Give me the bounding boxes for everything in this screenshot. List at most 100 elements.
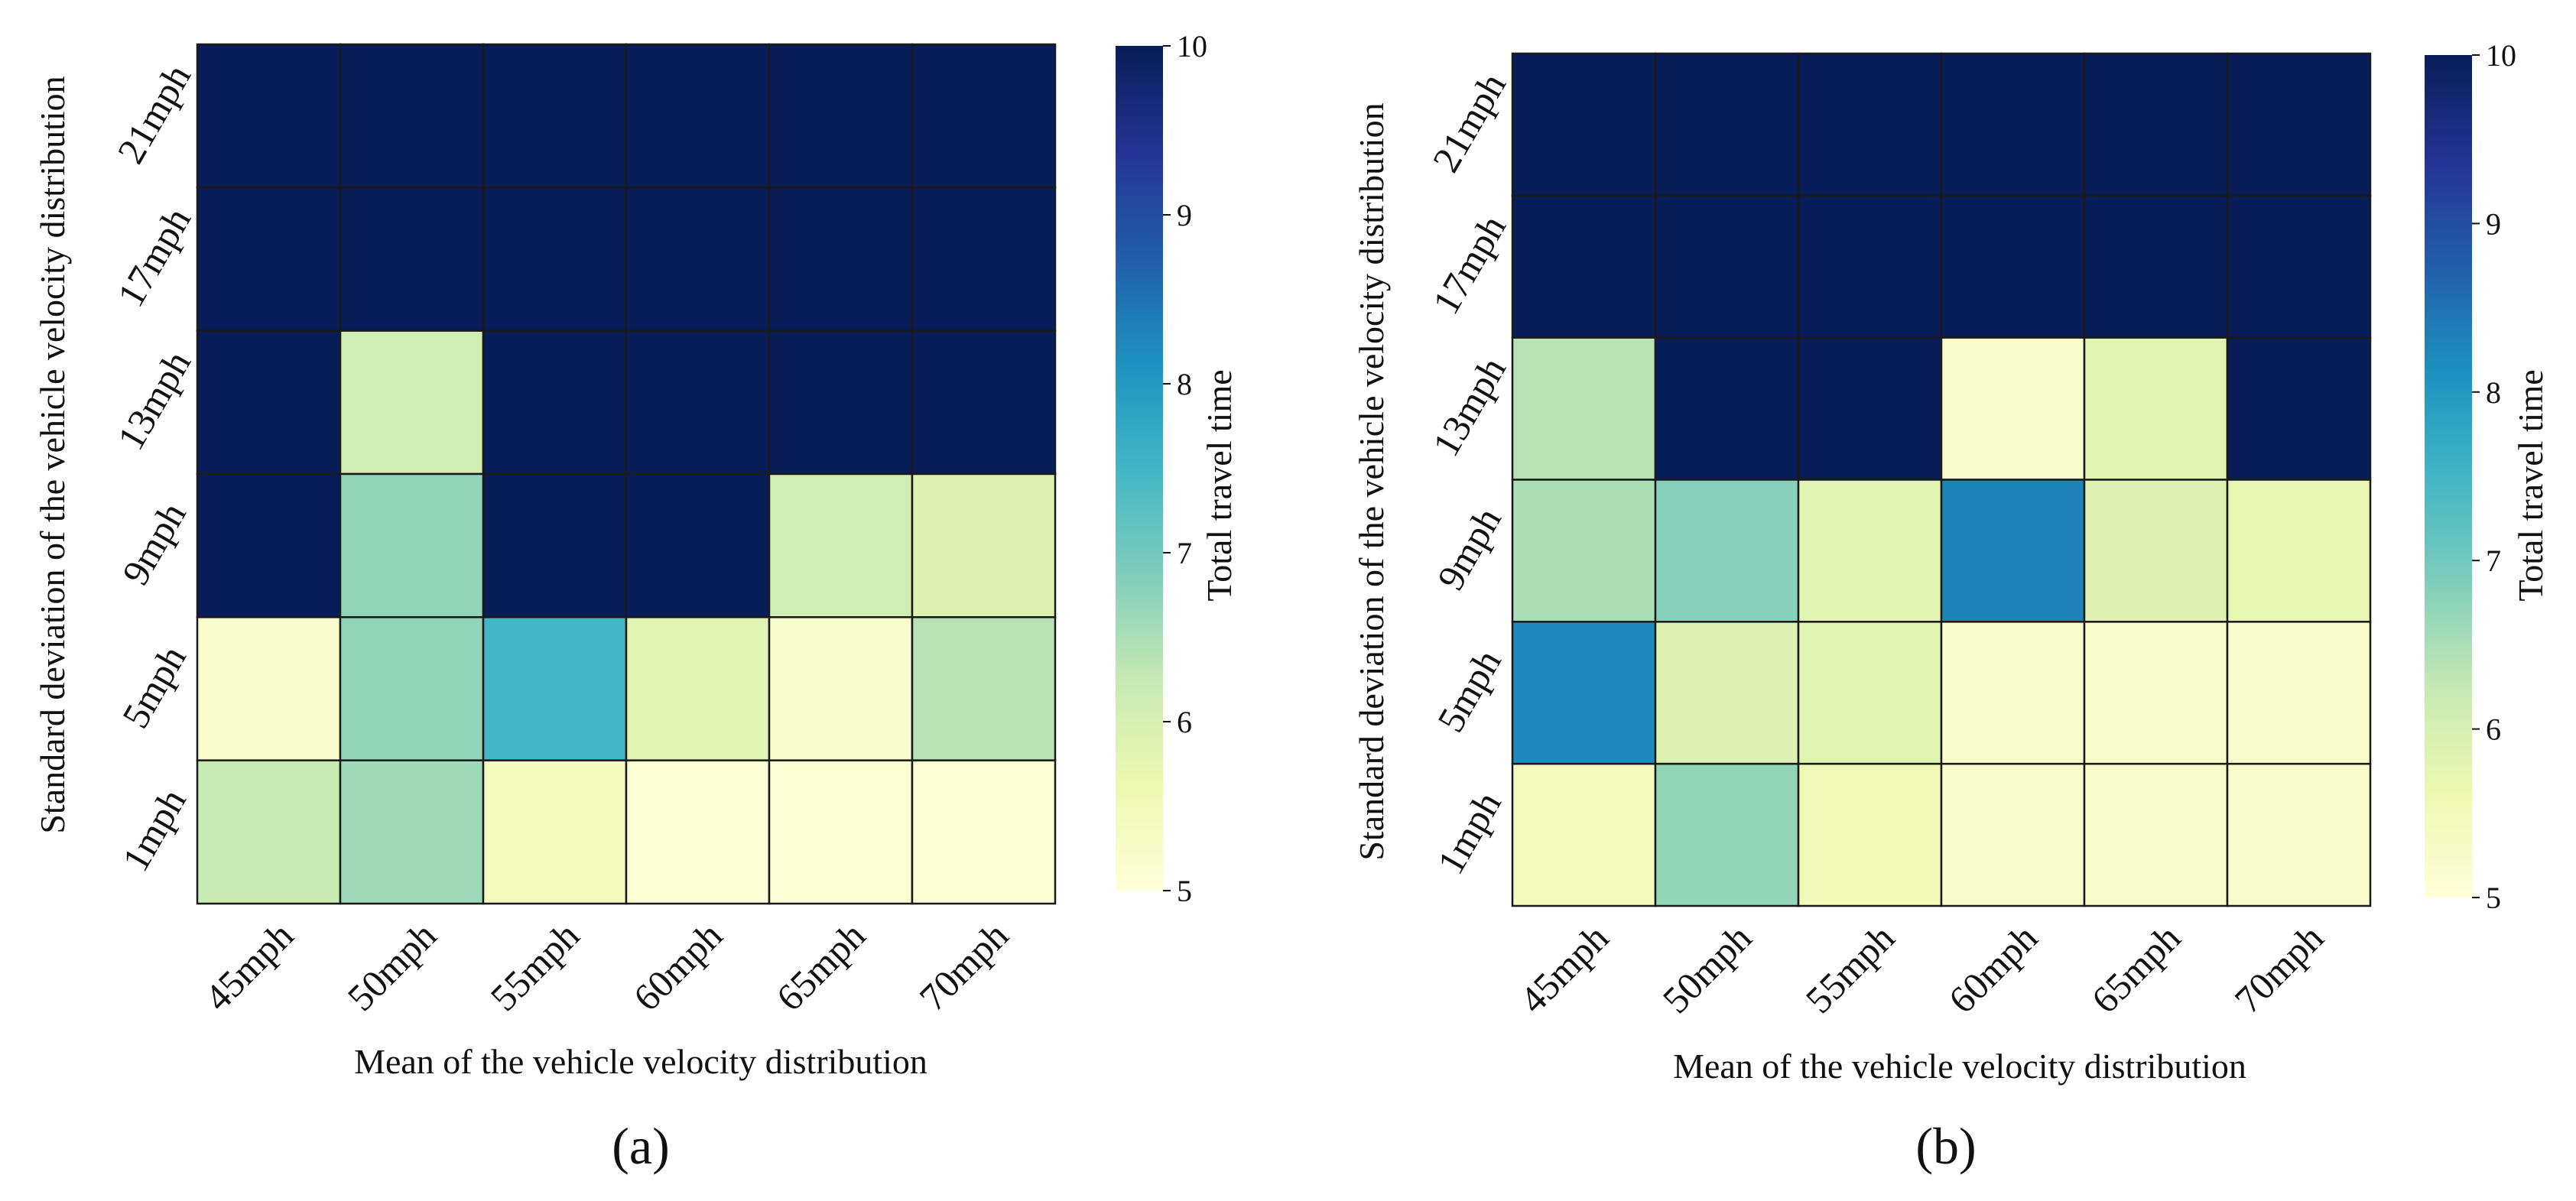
heatmap-a-x-tick-label: 55mph <box>482 914 587 1019</box>
panel-label-a: (a) <box>612 1117 669 1175</box>
heatmap-b-x-tick-label: 50mph <box>1654 916 1759 1021</box>
heatmap-a-cell-r2-c1 <box>339 329 485 476</box>
heatmap-b-cell-r2-c2 <box>1797 336 1943 481</box>
heatmap-a-cell-r4-c3 <box>625 616 771 761</box>
heatmap-a-colorbar-tick-label: 5 <box>1177 874 1192 908</box>
heatmap-b-cell-r5-c5 <box>2226 762 2372 907</box>
heatmap-b-cell-r3-c4 <box>2083 479 2229 623</box>
heatmap-b-colorbar-tick-label: 10 <box>2486 38 2516 73</box>
heatmap-a-cell-r3-c4 <box>768 472 914 618</box>
heatmap-a-y-tick-label: 1mph <box>113 781 193 878</box>
heatmap-a-cell-r1-c1 <box>339 187 485 332</box>
heatmap-b-cell-r1-c5 <box>2226 194 2372 339</box>
heatmap-b-cell-r3-c0 <box>1511 479 1657 623</box>
heatmap-a-y-ticks: 21mph 17mph 13mph 9mph 5mph 1mph <box>109 57 199 878</box>
heatmap-a-cell-r2-c2 <box>482 329 628 476</box>
heatmap-a-x-tick-label: 45mph <box>196 914 301 1019</box>
heatmap-a-cells <box>196 43 1057 905</box>
heatmap-a-cell-r5-c2 <box>482 759 628 905</box>
heatmap-a-y-tick-label: 13mph <box>109 343 199 456</box>
heatmap-a-cell-r5-c1 <box>339 759 485 905</box>
heatmap-a-x-tick-label: 65mph <box>768 914 873 1019</box>
heatmap-a-cell-r3-c3 <box>625 472 771 618</box>
heatmap-b-cell-r0-c2 <box>1797 52 1943 197</box>
heatmap-b-cell-r4-c1 <box>1654 621 1800 765</box>
heatmap-a-cell-r3-c1 <box>339 472 485 618</box>
heatmap-a-cell-r0-c2 <box>482 43 628 189</box>
heatmap-a-x-tick-label: 60mph <box>625 914 730 1019</box>
heatmap-b-colorbar-tick-label: 6 <box>2486 712 2501 747</box>
heatmap-a-colorbar-tick-label: 8 <box>1177 367 1192 401</box>
heatmap-a-colorbar-ticks: 5 6 7 8 9 10 <box>1163 29 1207 908</box>
heatmap-panel-a: 45mph 50mph 55mph 60mph 65mph 70mph 21mph17mp… <box>33 29 1239 1175</box>
heatmap-b-cell-r4-c4 <box>2083 621 2229 765</box>
heatmap-a-y-tick-label: 21mph <box>109 57 199 170</box>
heatmap-a-colorbar-tick-label: 6 <box>1177 705 1192 739</box>
heatmap-a-cell-r2-c3 <box>625 329 771 476</box>
heatmap-a-cell-r3-c5 <box>911 472 1057 618</box>
heatmap-a-cell-r2-c4 <box>768 329 914 476</box>
heatmap-b-cell-r5-c4 <box>2083 762 2229 907</box>
heatmap-b-cell-r5-c3 <box>1940 762 2086 907</box>
heatmap-a-cell-r4-c1 <box>339 616 485 761</box>
heatmap-b-colorbar-label: Total travel time <box>2511 369 2550 601</box>
heatmap-b-x-tick-label: 70mph <box>2226 916 2331 1021</box>
heatmap-a-cell-r3-c0 <box>196 472 342 618</box>
heatmap-b-cell-r0-c0 <box>1511 52 1657 197</box>
heatmap-b-y-tick-label: 1mph <box>1428 784 1509 881</box>
heatmap-a-x-tick-label: 50mph <box>339 914 444 1019</box>
heatmap-b-cell-r3-c2 <box>1797 479 1943 623</box>
heatmap-b-cell-r2-c4 <box>2083 336 2229 481</box>
heatmap-b-colorbar-ticks: 5 6 7 8 9 10 <box>2472 38 2516 915</box>
heatmap-b-y-axis-label: Standard deviation of the vehicle veloci… <box>1352 102 1391 860</box>
heatmap-b-cell-r5-c2 <box>1797 762 1943 907</box>
heatmap-a-cell-r0-c3 <box>625 43 771 189</box>
heatmap-a-cell-r4-c0 <box>196 616 342 761</box>
heatmap-b-cell-r1-c3 <box>1940 194 2086 339</box>
heatmap-a-x-tick-label: 70mph <box>911 914 1016 1019</box>
heatmap-a-cell-r0-c5 <box>911 43 1057 189</box>
heatmap-a-cell-r0-c1 <box>339 43 485 189</box>
heatmap-b-cell-r1-c2 <box>1797 194 1943 339</box>
heatmap-b-cell-r3-c5 <box>2226 479 2372 623</box>
heatmap-a-cell-r0-c0 <box>196 43 342 189</box>
heatmap-b-colorbar-tick-label: 5 <box>2486 881 2501 915</box>
heatmap-a-cell-r5-c0 <box>196 759 342 905</box>
heatmap-b-cell-r0-c5 <box>2226 52 2372 197</box>
heatmap-b-cell-r0-c3 <box>1940 52 2086 197</box>
heatmap-b-cell-r1-c0 <box>1511 194 1657 339</box>
heatmap-b-cell-r2-c1 <box>1654 336 1800 481</box>
heatmap-b-cell-r1-c1 <box>1654 194 1800 339</box>
heatmap-a-cell-r5-c3 <box>625 759 771 905</box>
heatmap-a-y-tick-label: 17mph <box>109 200 199 313</box>
heatmap-b-cell-r0-c4 <box>2083 52 2229 197</box>
heatmap-a-colorbar-label: Total travel time <box>1200 369 1239 601</box>
heatmap-a-colorbar-tick-label: 7 <box>1177 536 1192 570</box>
heatmap-a-cell-r4-c4 <box>768 616 914 761</box>
heatmap-b-y-tick-label: 17mph <box>1424 208 1514 321</box>
heatmap-b-x-axis-label: Mean of the vehicle velocity distributio… <box>1673 1047 2246 1086</box>
heatmap-a-cell-r0-c4 <box>768 43 914 189</box>
heatmap-a-y-tick-label: 9mph <box>113 495 193 592</box>
heatmap-a-cell-r5-c5 <box>911 759 1057 905</box>
heatmap-b-x-tick-label: 65mph <box>2083 916 2188 1021</box>
heatmap-b-cell-r2-c3 <box>1940 336 2086 481</box>
heatmap-b-cell-r4-c3 <box>1940 621 2086 765</box>
heatmap-b-colorbar-tick-label: 9 <box>2486 206 2501 241</box>
heatmap-a-cell-r4-c5 <box>911 616 1057 761</box>
heatmap-a-cell-r1-c0 <box>196 187 342 332</box>
heatmap-b-cell-r1-c4 <box>2083 194 2229 339</box>
heatmap-a-y-tick-label: 5mph <box>113 638 193 735</box>
heatmap-a-cell-r1-c4 <box>768 187 914 332</box>
heatmap-a-cell-r5-c4 <box>768 759 914 905</box>
heatmap-b-x-tick-label: 55mph <box>1797 916 1902 1021</box>
heatmap-b-cell-r3-c1 <box>1654 479 1800 623</box>
heatmap-b-y-tick-label: 21mph <box>1424 66 1514 179</box>
heatmap-b-cell-r3-c3 <box>1940 479 2086 623</box>
heatmap-a-cell-r2-c0 <box>196 329 342 476</box>
heatmap-b-cell-r0-c1 <box>1654 52 1800 197</box>
heatmap-a-cell-r3-c2 <box>482 472 628 618</box>
heatmap-a-x-axis-label: Mean of the vehicle velocity distributio… <box>354 1042 927 1081</box>
heatmap-b-cell-r2-c5 <box>2226 336 2372 481</box>
